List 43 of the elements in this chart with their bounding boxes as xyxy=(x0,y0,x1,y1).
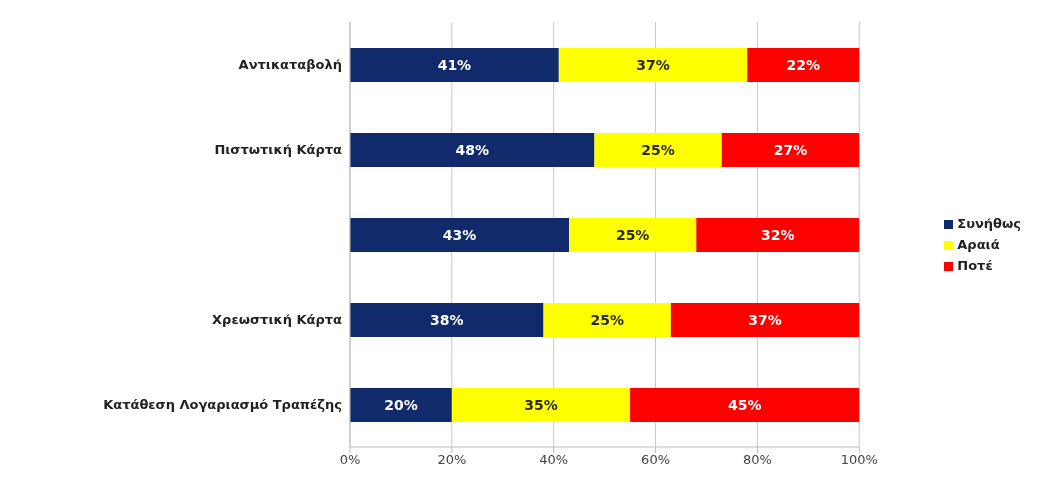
bar xyxy=(568,218,697,252)
data-label: 35% xyxy=(524,397,558,413)
x-tick-label: 60% xyxy=(641,452,671,468)
data-label: 37% xyxy=(636,57,670,73)
legend-label: Αραιά xyxy=(957,236,1000,252)
x-tick-label: 0% xyxy=(339,452,361,468)
data-label: 32% xyxy=(761,227,795,243)
y-tick-label: Κατάθεση Λογαριασμό Τραπέζης xyxy=(103,397,342,413)
bar xyxy=(543,303,671,337)
data-label: 20% xyxy=(384,397,418,413)
bar xyxy=(747,48,860,82)
x-tick-label: 80% xyxy=(742,452,772,468)
data-label: 22% xyxy=(786,57,821,73)
bar xyxy=(350,303,544,337)
x-tick-label: 100% xyxy=(840,452,878,468)
bar xyxy=(594,133,722,167)
data-label: 25% xyxy=(641,142,675,158)
data-label: 38% xyxy=(430,312,464,328)
y-tick-label: Πιστωτική Κάρτα xyxy=(214,142,343,158)
bar xyxy=(350,48,559,82)
x-tick-label: 40% xyxy=(539,452,569,468)
data-label: 27% xyxy=(773,142,808,158)
bar xyxy=(558,48,748,82)
bar xyxy=(350,133,595,167)
data-label: 25% xyxy=(590,312,624,328)
data-label: 25% xyxy=(615,227,650,243)
bar xyxy=(350,388,452,422)
data-label: 41% xyxy=(437,57,472,73)
bar xyxy=(721,133,860,167)
bar xyxy=(696,218,860,252)
y-tick-label: Χρεωστική Κάρτα xyxy=(212,312,343,328)
bar xyxy=(350,218,569,252)
legend-label: Συνήθως xyxy=(957,215,1021,231)
data-label: 43% xyxy=(442,227,477,243)
legend-label: Ποτέ xyxy=(957,257,993,273)
bar xyxy=(670,303,860,337)
bar xyxy=(451,388,631,422)
data-label: 37% xyxy=(748,312,782,328)
data-label: 48% xyxy=(455,142,489,158)
y-tick-label: Αντικαταβολή xyxy=(238,57,342,73)
bar xyxy=(630,388,860,422)
data-label: 45% xyxy=(727,397,762,413)
x-tick-label: 20% xyxy=(437,452,467,468)
